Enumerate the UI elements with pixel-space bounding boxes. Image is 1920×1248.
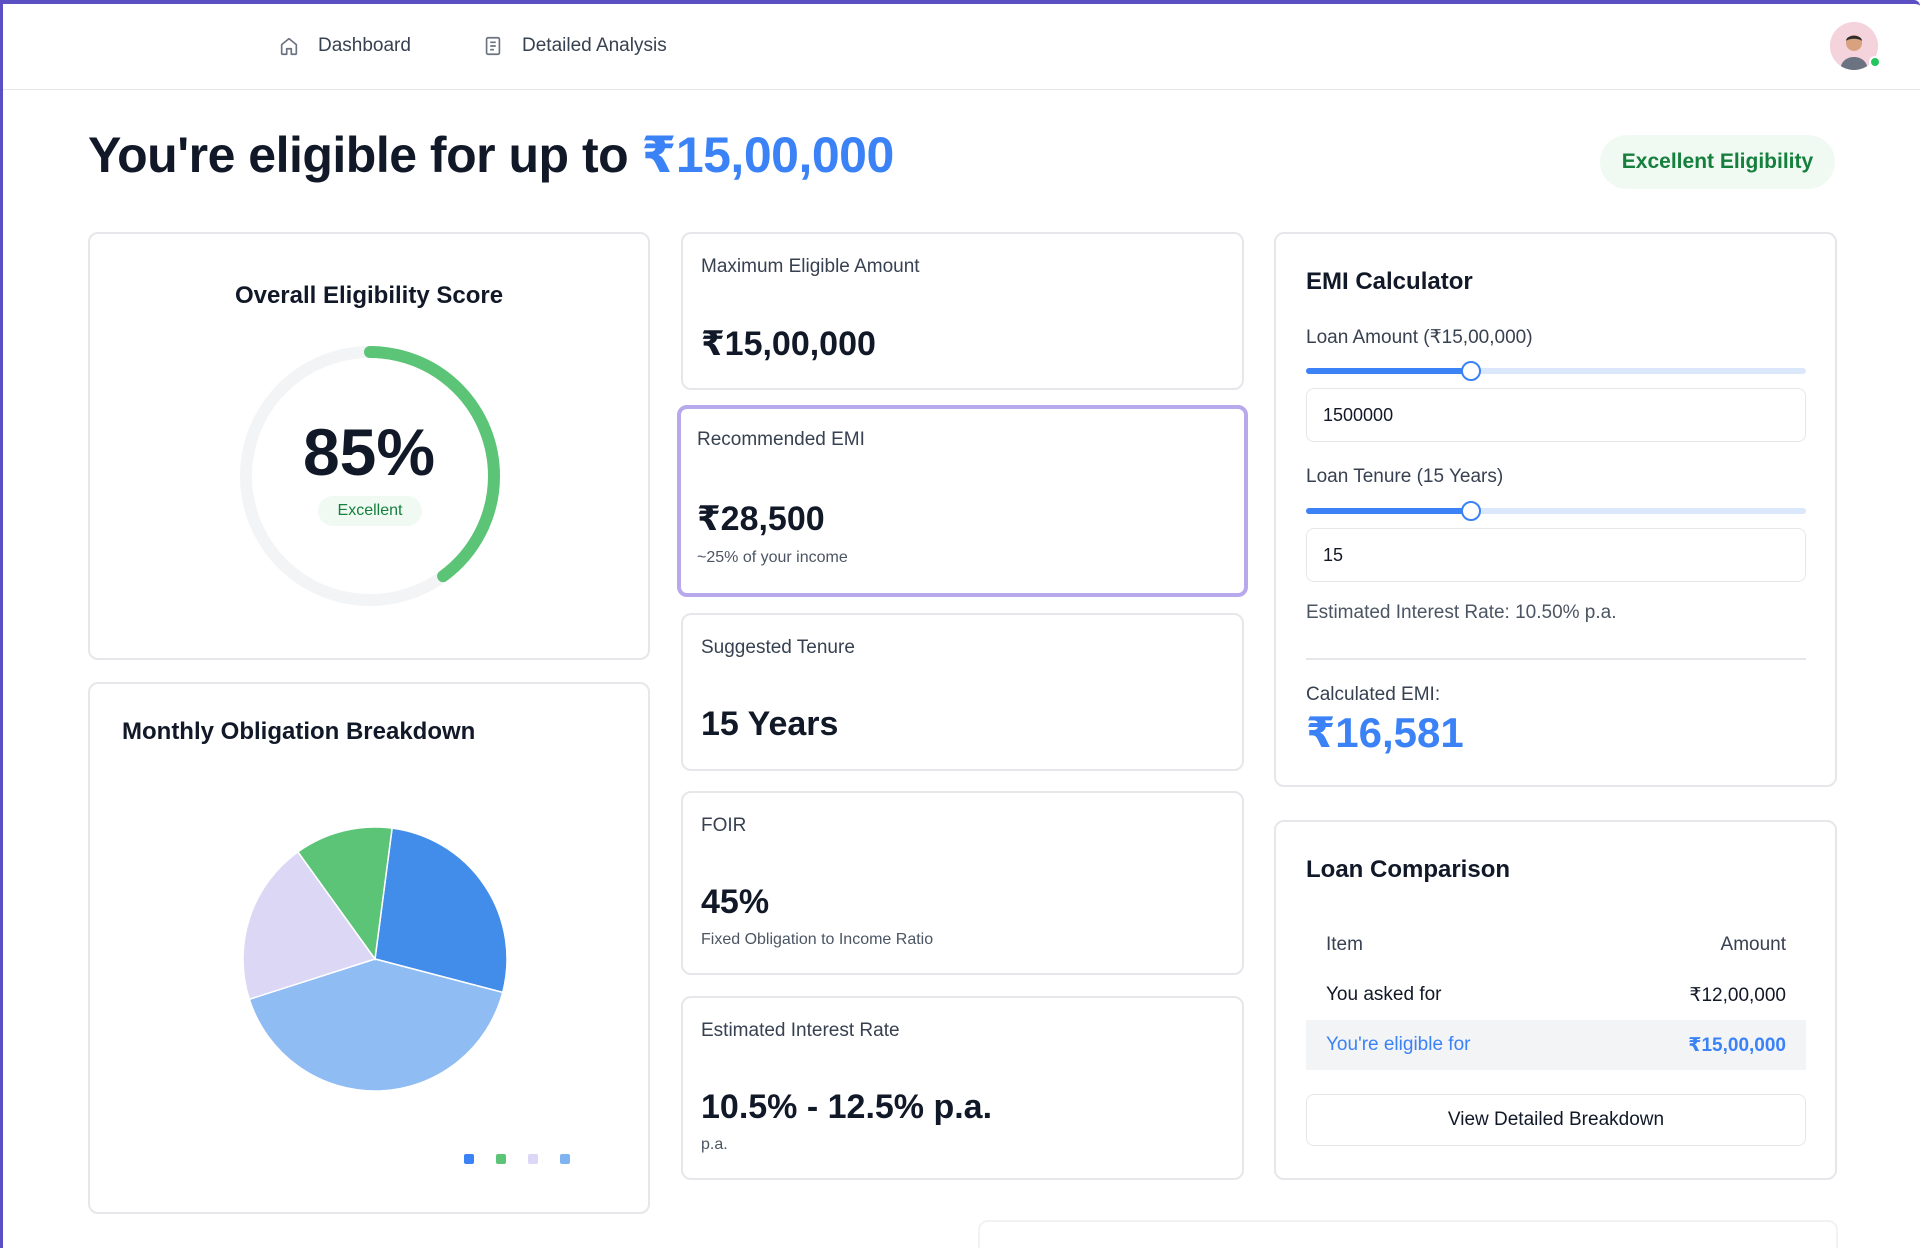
max-eligible-amount-card: Maximum Eligible Amount ₹15,00,000 xyxy=(681,232,1244,390)
table-row: You asked for ₹12,00,000 xyxy=(1306,970,1806,1020)
top-nav: Dashboard Detailed Analysis xyxy=(0,0,1920,90)
loan-tenure-label: Loan Tenure (15 Years) xyxy=(1306,466,1504,487)
table-row-highlight: You're eligible for ₹15,00,000 xyxy=(1306,1020,1806,1070)
stat-subtext: p.a. xyxy=(701,1136,728,1153)
nav-detailed-analysis-label: Detailed Analysis xyxy=(522,35,667,56)
score-percent: 85% xyxy=(302,415,436,489)
loan-comparison-card: Loan Comparison Item Amount You asked fo… xyxy=(1274,820,1837,1180)
online-status-dot xyxy=(1869,56,1881,68)
table-header: Item Amount xyxy=(1306,920,1806,970)
page-title: You're eligible for up to ₹15,00,000 xyxy=(88,126,894,184)
nav-dashboard[interactable]: Dashboard xyxy=(278,30,411,62)
stat-value: ₹15,00,000 xyxy=(701,325,876,363)
obligation-pie-chart xyxy=(242,826,508,1092)
stat-label: Recommended EMI xyxy=(697,429,865,450)
breakdown-title: Monthly Obligation Breakdown xyxy=(122,718,476,745)
interest-rate-card: Estimated Interest Rate 10.5% - 12.5% p.… xyxy=(681,996,1244,1180)
recommended-emi-card[interactable]: Recommended EMI ₹28,500 ~25% of your inc… xyxy=(677,405,1248,597)
pie-slice-4 xyxy=(296,826,393,961)
legend-swatch-3 xyxy=(528,1154,538,1164)
row-item: You asked for xyxy=(1326,984,1442,1005)
loan-amount-label: Loan Amount (₹15,00,000) xyxy=(1306,327,1533,348)
gauge-progress xyxy=(240,346,500,606)
loan-amount-slider[interactable] xyxy=(1306,361,1806,381)
pie-slice-2 xyxy=(248,958,504,1092)
eligibility-score-card: Overall Eligibility Score 85% Excellent xyxy=(88,232,650,660)
stat-label: Maximum Eligible Amount xyxy=(701,256,920,277)
eligibility-badge: Excellent Eligibility xyxy=(1600,135,1835,189)
loan-tenure-input[interactable] xyxy=(1306,528,1806,582)
legend-swatch-4 xyxy=(560,1154,570,1164)
col-amount-header: Amount xyxy=(1720,934,1786,955)
headline-amount: ₹15,00,000 xyxy=(641,127,895,183)
headline-prefix: You're eligible for up to xyxy=(88,127,642,183)
pie-slice-3 xyxy=(242,850,377,1001)
foir-card: FOIR 45% Fixed Obligation to Income Rati… xyxy=(681,791,1244,975)
stat-value: 10.5% - 12.5% p.a. xyxy=(701,1088,993,1126)
slider-fill xyxy=(1306,368,1471,374)
comparison-table: Item Amount You asked for ₹12,00,000 You… xyxy=(1306,920,1806,1070)
slider-thumb[interactable] xyxy=(1461,501,1481,521)
row-item: You're eligible for xyxy=(1326,1034,1471,1055)
comparison-title: Loan Comparison xyxy=(1306,856,1511,883)
legend-swatch-1 xyxy=(464,1154,474,1164)
suggested-tenure-card: Suggested Tenure 15 Years xyxy=(681,613,1244,771)
loan-amount-input[interactable] xyxy=(1306,388,1806,442)
stat-label: Estimated Interest Rate xyxy=(701,1020,900,1041)
estimated-rate-text: Estimated Interest Rate: 10.50% p.a. xyxy=(1306,602,1617,623)
legend-swatch-2 xyxy=(496,1154,506,1164)
slider-thumb[interactable] xyxy=(1461,361,1481,381)
emi-title: EMI Calculator xyxy=(1306,268,1473,295)
stat-label: FOIR xyxy=(701,815,747,836)
emi-calculator-card: EMI Calculator Loan Amount (₹15,00,000) … xyxy=(1274,232,1837,787)
score-gauge xyxy=(240,346,500,606)
nav-dashboard-label: Dashboard xyxy=(318,35,411,56)
obligation-breakdown-card: Monthly Obligation Breakdown xyxy=(88,682,650,1214)
loan-tenure-slider[interactable] xyxy=(1306,501,1806,521)
divider xyxy=(1306,658,1806,660)
slider-fill xyxy=(1306,508,1471,514)
row-amount: ₹15,00,000 xyxy=(1688,1034,1786,1056)
pie-slice-1 xyxy=(374,827,508,994)
stat-value: 45% xyxy=(701,883,770,921)
stat-label: Suggested Tenure xyxy=(701,637,855,658)
stat-value: 15 Years xyxy=(701,705,839,743)
stat-subtext: ~25% of your income xyxy=(697,549,848,566)
stat-value: ₹28,500 xyxy=(697,500,825,538)
col-item-header: Item xyxy=(1326,934,1363,955)
document-icon xyxy=(485,36,501,56)
calculated-emi-value: ₹16,581 xyxy=(1306,709,1464,756)
view-detailed-breakdown-button[interactable]: View Detailed Breakdown xyxy=(1306,1094,1806,1146)
stat-subtext: Fixed Obligation to Income Ratio xyxy=(701,931,934,948)
score-title: Overall Eligibility Score xyxy=(234,282,504,309)
calculated-emi-label: Calculated EMI: xyxy=(1306,684,1441,705)
pie-legend xyxy=(464,1154,570,1164)
row-amount: ₹12,00,000 xyxy=(1689,984,1786,1006)
home-icon xyxy=(280,37,298,56)
nav-detailed-analysis[interactable]: Detailed Analysis xyxy=(482,30,667,62)
score-rating: Excellent xyxy=(318,496,422,526)
avatar[interactable] xyxy=(1830,22,1881,70)
partial-card xyxy=(978,1220,1838,1248)
